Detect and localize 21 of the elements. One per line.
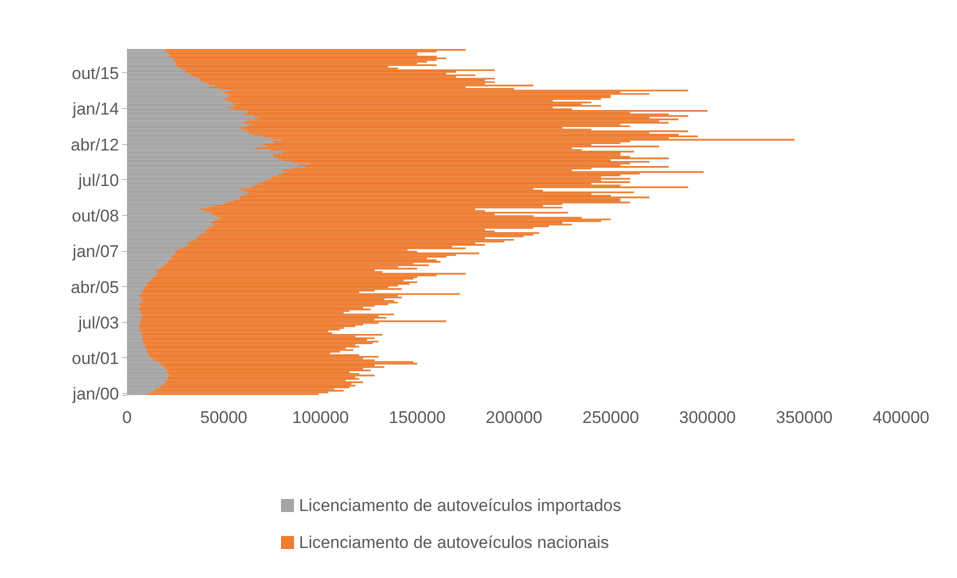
y-tick-label: out/08	[72, 206, 119, 226]
x-tick-label: 400000	[872, 408, 930, 427]
legend-label: Licenciamento de autoveículos nacionais	[299, 533, 609, 552]
y-tick-label: jan/14	[72, 100, 119, 119]
y-tick-label: out/01	[72, 349, 119, 368]
x-tick-label: 0	[122, 408, 132, 427]
y-tick-label: abr/05	[70, 278, 119, 297]
y-tick-label: jul/03	[77, 313, 119, 332]
x-tick-label: 300000	[679, 408, 736, 427]
y-tick-label: jan/07	[72, 242, 119, 262]
x-tick-label: 250000	[582, 408, 640, 427]
y-tick-label: out/15	[72, 64, 119, 84]
x-tick-label: 100000	[292, 408, 349, 427]
x-tick-label: 200000	[486, 408, 542, 427]
y-tick-label: jul/10	[77, 170, 119, 190]
x-tick-label: 50000	[200, 408, 248, 427]
y-tick-label: abr/12	[70, 135, 119, 154]
y-tick-label: jan/00	[72, 384, 119, 404]
x-tick-label: 150000	[388, 408, 446, 427]
x-tick-label: 350000	[776, 408, 833, 427]
legend-label: Licenciamento de autoveículos importados	[299, 496, 622, 515]
